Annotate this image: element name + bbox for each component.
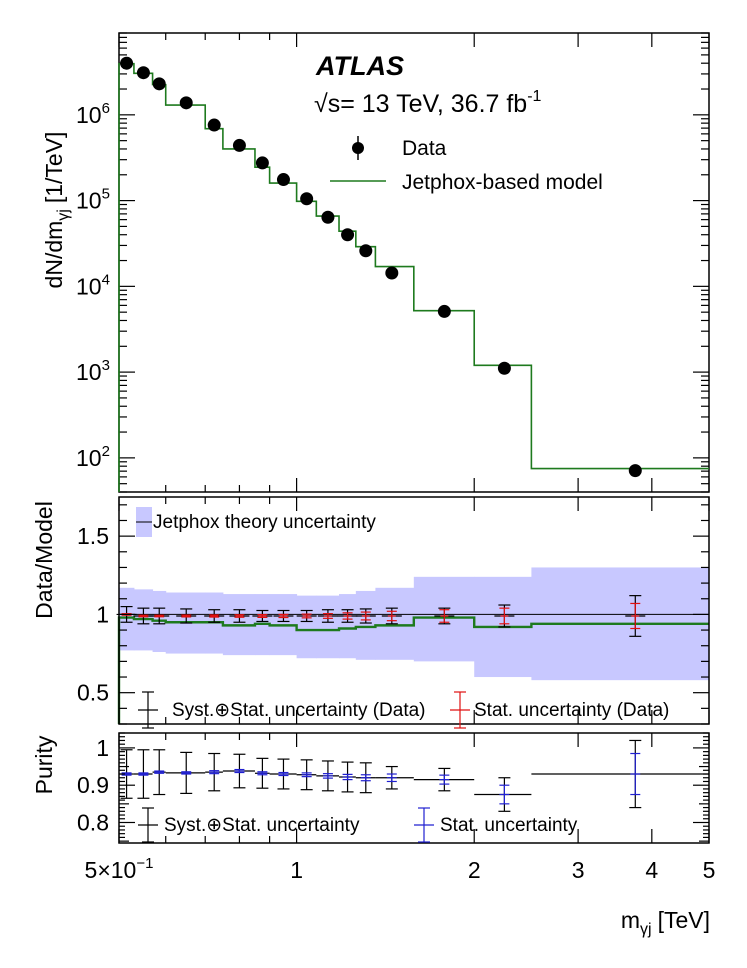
top-y-tick-base: 10 [76, 102, 102, 128]
ratio-error-bars [116, 595, 646, 637]
x-tick-labels: 5×10−1 1 2 3 4 5 [85, 855, 716, 883]
data-point [232, 138, 246, 152]
energy-lumi-text: = 13 TeV, 36.7 fb [340, 90, 527, 118]
ratio-legend: Jetphox theory uncertainty Syst.⊕Stat. u… [136, 507, 669, 729]
top-y-axis-label: dN/dmγj [1/TeV] [41, 132, 72, 289]
energy-label: √s= 13 TeV, 36.7 fb-1 [314, 88, 542, 118]
top-legend: Data Jetphox-based model [330, 136, 603, 194]
ratio-panel: 0.5 1 1.5 Data/Model Jetphox theory uncert… [31, 496, 710, 729]
x-tick-label-base: 3 [572, 857, 585, 883]
purity-y-ticks: 0.8 0.9 1 [77, 732, 709, 842]
x-axis-label: mγj [TeV] [621, 907, 710, 938]
theory-band-bin [355, 590, 376, 660]
ratio-y-tick-label: 1 [96, 601, 109, 627]
top-y-tick-base: 10 [76, 188, 102, 214]
legend-theory-label: Jetphox theory uncertainty [153, 512, 376, 533]
data-point [207, 118, 221, 132]
top-y-tick-exp: 2 [102, 443, 110, 460]
x-tick-label-exp: −1 [136, 855, 153, 872]
x-tick-label: 1 [290, 857, 303, 883]
theory-band-bin [296, 595, 317, 659]
purity-y-axis-label: Purity [31, 735, 57, 794]
ratio-y-axis-label: Data/Model [31, 501, 57, 619]
top-y-tick-label: 103 [76, 357, 110, 385]
model-ratio-line [117, 616, 709, 724]
legend-model-label: Jetphox-based model [402, 171, 603, 194]
data-point [437, 304, 451, 318]
ratio-y-tick-label: 1.5 [77, 523, 109, 549]
data-point [179, 96, 193, 110]
top-y-tick-exp: 6 [102, 100, 110, 117]
top-y-axis-label-unit: [1/TeV] [41, 132, 67, 204]
theory-band-bin [339, 594, 357, 659]
ratio-y-ticks: 0.5 1 1.5 [77, 504, 709, 725]
top-y-tick-label: 102 [76, 443, 110, 471]
data-point [341, 228, 355, 242]
top-y-tick-base: 10 [76, 445, 102, 471]
purity-legend-stat-label: Stat. uncertainty [440, 815, 578, 836]
ratio-x-ticks [118, 497, 710, 724]
theory-uncertainty-band [119, 567, 710, 681]
data-point [385, 266, 399, 280]
x-tick-label-base: 2 [468, 857, 481, 883]
ratio-y-tick-label: 0.5 [77, 680, 109, 706]
purity-error-bars [119, 739, 709, 812]
x-tick-label-base: 4 [645, 857, 658, 883]
purity-y-tick-label: 0.8 [77, 809, 109, 835]
data-point [276, 173, 290, 187]
ratio-panel-frame [118, 496, 710, 725]
sqrt-s-label: √s [314, 90, 340, 118]
x-tick-label: 5 [703, 857, 716, 883]
data-point [497, 361, 511, 375]
top-y-tick-base: 10 [76, 273, 102, 299]
purity-panel-frame [118, 732, 710, 844]
data-point [136, 66, 150, 80]
top-x-ticks [118, 33, 710, 492]
purity-legend: Syst.⊕Stat. uncertainty Stat. uncertaint… [138, 807, 578, 843]
top-y-tick-label: 106 [76, 100, 110, 128]
legend-syst-label: Syst.⊕Stat. uncertainty (Data) [172, 700, 426, 721]
theory-band-bin [316, 595, 340, 659]
data-point [359, 244, 373, 258]
x-axis-label-unit: [TeV] [658, 907, 710, 933]
legend-data-marker [352, 142, 364, 154]
data-points [120, 56, 642, 478]
top-y-tick-label: 104 [76, 271, 110, 299]
data-point [300, 192, 314, 206]
experiment-label: ATLAS [315, 51, 404, 81]
legend-stat-label: Stat. uncertainty (Data) [474, 700, 669, 721]
data-point [120, 56, 134, 70]
purity-legend-syst-label: Syst.⊕Stat. uncertainty [164, 815, 360, 836]
model-histogram-line [118, 62, 709, 492]
data-point [255, 156, 269, 170]
x-tick-label-base: 1 [290, 857, 303, 883]
purity-panel: 0.8 0.9 1 Purity Syst.⊕Stat. uncertainty S… [31, 732, 716, 938]
legend-data-label: Data [402, 137, 447, 160]
x-axis-label-sub: γj [640, 921, 652, 938]
top-y-tick-exp: 4 [102, 271, 110, 288]
top-y-axis-label-main: dN/dm [41, 221, 67, 289]
top-y-tick-exp: 5 [102, 186, 110, 203]
x-tick-label-base: 5 [703, 857, 716, 883]
purity-y-tick-label: 1 [96, 735, 109, 761]
x-tick-label: 5×10−1 [85, 855, 154, 883]
data-point [152, 77, 166, 91]
data-point [628, 464, 642, 478]
purity-y-tick-label: 0.9 [77, 772, 109, 798]
top-y-axis-label-sub: γj [55, 209, 72, 221]
data-point [321, 210, 335, 224]
x-tick-label-base: 5×10 [85, 857, 137, 883]
top-y-tick-label: 105 [76, 186, 110, 214]
x-tick-label: 2 [468, 857, 481, 883]
x-tick-label: 4 [645, 857, 658, 883]
x-axis-label-main: m [621, 907, 640, 933]
top-y-tick-base: 10 [76, 359, 102, 385]
x-tick-label: 3 [572, 857, 585, 883]
lumi-exponent: -1 [527, 88, 541, 105]
top-y-tick-exp: 3 [102, 357, 110, 374]
purity-x-ticks [118, 733, 710, 843]
